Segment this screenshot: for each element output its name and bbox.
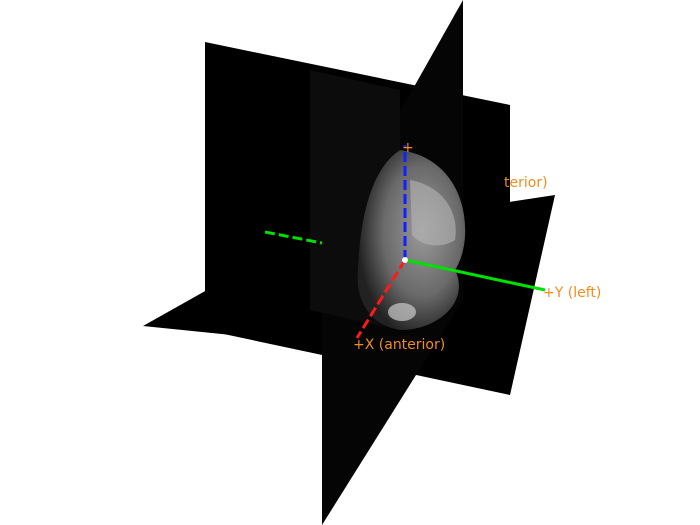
axis-label: +Y (left) bbox=[543, 285, 601, 301]
x-axis bbox=[355, 259, 407, 339]
axis-label: +X (anterior) bbox=[353, 337, 445, 353]
axis-label: terior) bbox=[504, 175, 548, 191]
y-axis-negative bbox=[264, 230, 323, 245]
axis-label: + bbox=[402, 140, 414, 156]
y-axis bbox=[404, 258, 546, 292]
origin bbox=[402, 257, 408, 263]
brain-detail bbox=[388, 303, 416, 321]
brain-detail bbox=[410, 180, 456, 246]
